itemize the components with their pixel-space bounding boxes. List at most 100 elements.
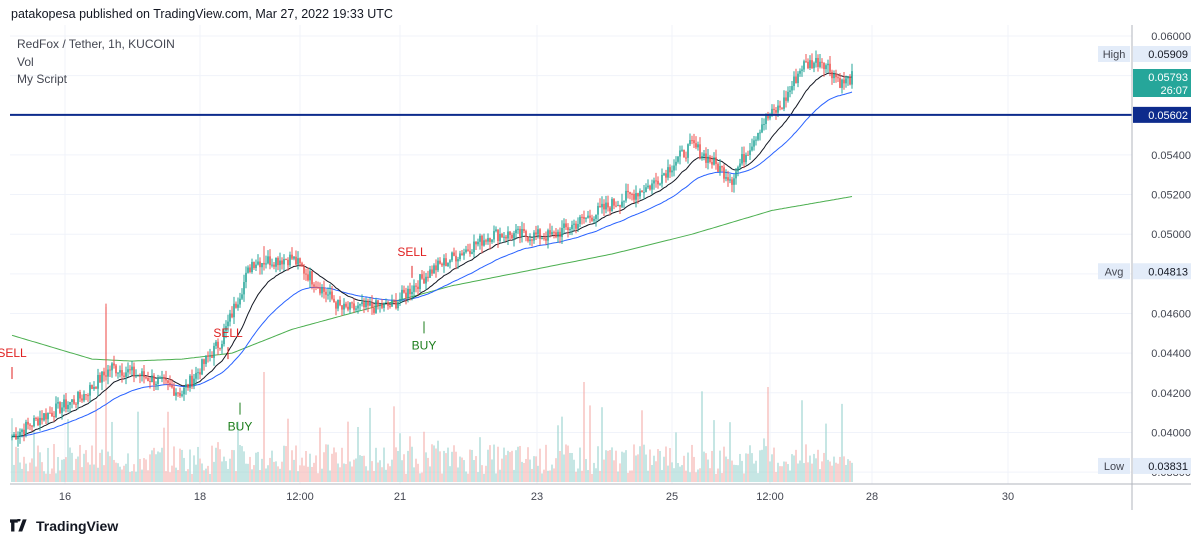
volume-bar <box>497 446 499 482</box>
volume-bar <box>521 461 523 482</box>
volume-bar <box>609 450 611 482</box>
ema-fast <box>11 72 853 438</box>
candle-body <box>841 79 843 88</box>
volume-bar <box>505 455 507 482</box>
candle-body <box>757 132 759 140</box>
volume-bar <box>309 453 311 482</box>
volume-bar <box>29 462 31 482</box>
volume-bar <box>279 468 281 482</box>
script-label[interactable]: My Script <box>17 72 68 86</box>
volume-bar <box>33 430 35 482</box>
volume-bar <box>25 463 27 482</box>
candle-body <box>331 291 333 299</box>
candle-body <box>349 302 351 310</box>
volume-bar <box>97 467 99 482</box>
volume-bar <box>749 445 751 482</box>
candle-body <box>175 392 177 396</box>
candle-body <box>115 365 117 374</box>
volume-bar <box>391 459 393 482</box>
volume-bar <box>495 473 497 482</box>
volume-bar <box>837 463 839 482</box>
candle-body <box>793 76 795 87</box>
volume-label[interactable]: Vol <box>17 54 34 69</box>
volume-bar <box>559 451 561 482</box>
time-tick-label: 25 <box>666 491 678 503</box>
volume-bar <box>437 440 439 482</box>
volume-bar <box>87 462 89 482</box>
volume-bar <box>403 454 405 482</box>
candle-body <box>765 115 767 125</box>
volume-bar <box>49 473 51 482</box>
candle-body <box>107 369 109 377</box>
candle-body <box>257 261 259 265</box>
candle-body <box>273 264 275 267</box>
candle-body <box>813 62 815 69</box>
volume-bar <box>35 466 37 482</box>
time-axis[interactable]: 16 18 12:00 21 23 25 12:00 28 30 <box>59 491 1014 503</box>
candle-body <box>223 331 225 345</box>
volume-bar <box>313 462 315 482</box>
volume-bar <box>471 449 473 482</box>
volume-bar <box>417 463 419 482</box>
candle-body <box>815 57 817 63</box>
volume-bar <box>363 455 365 482</box>
candle-body <box>767 115 769 119</box>
volume-bar <box>689 472 691 482</box>
tradingview-logo[interactable]: TradingView <box>10 518 118 534</box>
volume-bar <box>179 448 181 482</box>
candle-body <box>51 412 53 417</box>
volume-bar <box>643 444 645 482</box>
candle-body <box>699 144 701 159</box>
high-label-box <box>1098 46 1130 63</box>
candle-body <box>127 369 129 373</box>
volume-bar <box>83 453 85 482</box>
candle-body <box>133 366 135 376</box>
candle-body <box>519 228 521 237</box>
volume-bar <box>399 433 401 482</box>
candle-body <box>709 156 711 162</box>
candle-body <box>351 302 353 304</box>
volume-bar <box>567 445 569 482</box>
candle-body <box>423 278 425 284</box>
volume-bar <box>807 462 809 482</box>
volume-bar <box>205 468 207 482</box>
symbol-label[interactable]: RedFox / Tether, 1h, KUCOIN <box>17 37 175 51</box>
volume-bar <box>135 471 137 482</box>
volume-bar <box>235 471 237 482</box>
candle-body <box>53 416 55 418</box>
candle-body <box>73 399 75 404</box>
candle-body <box>553 232 555 234</box>
candle-body <box>465 249 467 253</box>
volume-bar <box>753 463 755 482</box>
candle-body <box>419 274 421 290</box>
candle-body <box>57 402 59 404</box>
candle-body <box>557 231 559 238</box>
candle-body <box>13 434 15 437</box>
volume-bar <box>31 458 33 482</box>
volume-bar <box>411 446 413 482</box>
candle-body <box>63 399 65 408</box>
volume-bar <box>273 461 275 482</box>
candle-body <box>209 355 211 357</box>
candle-body <box>207 355 209 357</box>
candle-body <box>29 424 31 426</box>
price-axis[interactable]: 0.060000.058000.056000.054000.052000.050… <box>1151 31 1191 479</box>
candle-body <box>713 157 715 165</box>
volume-bar <box>373 470 375 482</box>
candle-body <box>347 306 349 310</box>
volume-bar <box>245 463 247 482</box>
buy-signal-label: BUY <box>228 420 253 434</box>
candle-body <box>111 363 113 371</box>
volume-bar <box>441 473 443 482</box>
volume-bar <box>623 452 625 482</box>
candle-body <box>725 177 727 179</box>
candle-body <box>647 185 649 188</box>
volume-bar <box>351 466 353 482</box>
candle-body <box>799 70 801 74</box>
candle-body <box>77 392 79 405</box>
volume-bar <box>473 460 475 482</box>
volume-bar <box>695 472 697 482</box>
volume-bar <box>409 436 411 482</box>
candle-body <box>65 399 67 410</box>
